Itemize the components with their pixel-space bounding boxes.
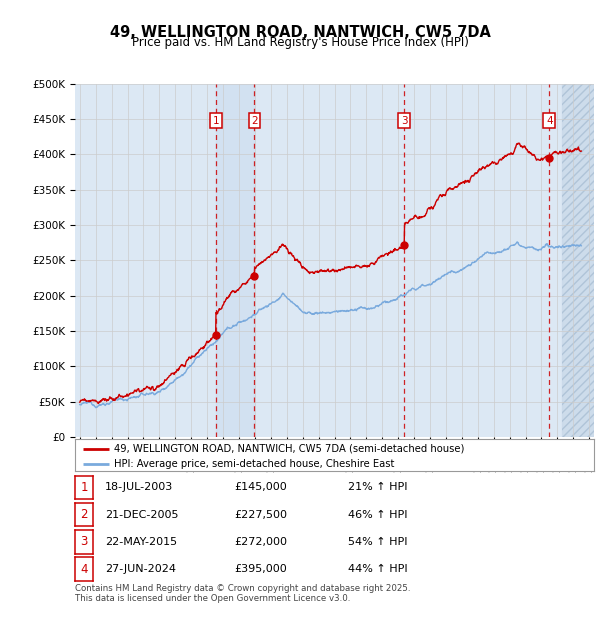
Text: 27-JUN-2024: 27-JUN-2024	[105, 564, 176, 574]
Text: 44% ↑ HPI: 44% ↑ HPI	[348, 564, 407, 574]
Text: £272,000: £272,000	[234, 537, 287, 547]
Text: HPI: Average price, semi-detached house, Cheshire East: HPI: Average price, semi-detached house,…	[114, 459, 394, 469]
Text: 3: 3	[80, 536, 88, 548]
Bar	[562, 84, 594, 437]
Text: 3: 3	[401, 116, 408, 126]
Text: 22-MAY-2015: 22-MAY-2015	[105, 537, 177, 547]
Text: £395,000: £395,000	[234, 564, 287, 574]
Text: £145,000: £145,000	[234, 482, 287, 492]
Text: Price paid vs. HM Land Registry's House Price Index (HPI): Price paid vs. HM Land Registry's House …	[131, 36, 469, 49]
Bar	[216, 84, 254, 437]
Text: 2: 2	[251, 116, 258, 126]
Text: Contains HM Land Registry data © Crown copyright and database right 2025.
This d: Contains HM Land Registry data © Crown c…	[75, 584, 410, 603]
Text: 21% ↑ HPI: 21% ↑ HPI	[348, 482, 407, 492]
Text: 21-DEC-2005: 21-DEC-2005	[105, 510, 179, 520]
Bar	[562, 84, 594, 437]
Text: 1: 1	[212, 116, 219, 126]
Text: £227,500: £227,500	[234, 510, 287, 520]
Text: 18-JUL-2003: 18-JUL-2003	[105, 482, 173, 492]
Text: 1: 1	[80, 481, 88, 494]
Text: 49, WELLINGTON ROAD, NANTWICH, CW5 7DA (semi-detached house): 49, WELLINGTON ROAD, NANTWICH, CW5 7DA (…	[114, 444, 464, 454]
Text: 49, WELLINGTON ROAD, NANTWICH, CW5 7DA: 49, WELLINGTON ROAD, NANTWICH, CW5 7DA	[110, 25, 490, 40]
Text: 54% ↑ HPI: 54% ↑ HPI	[348, 537, 407, 547]
Text: 4: 4	[546, 116, 553, 126]
Text: 2: 2	[80, 508, 88, 521]
Text: 4: 4	[80, 563, 88, 575]
Text: 46% ↑ HPI: 46% ↑ HPI	[348, 510, 407, 520]
